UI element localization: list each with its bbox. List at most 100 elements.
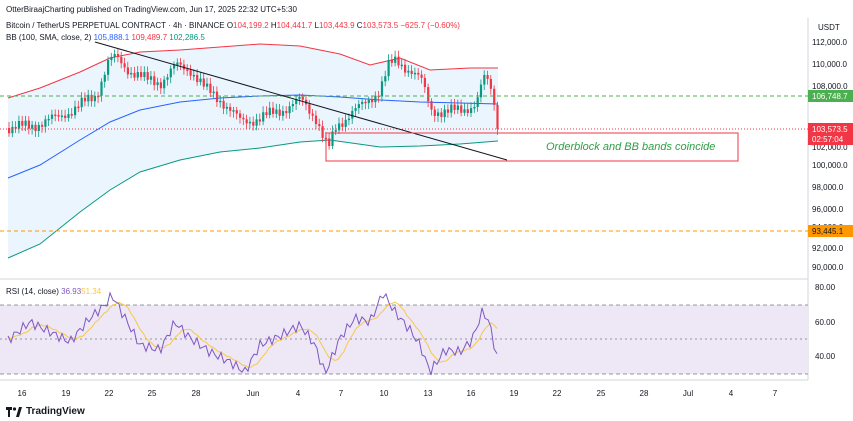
candle-body [437, 112, 440, 116]
candle-body [83, 97, 87, 102]
candle-body [427, 87, 430, 102]
time-axis[interactable]: 16 19 22 25 28 Jun 4 7 10 13 16 19 22 25 28 Jul 4 7 [18, 389, 778, 398]
price-axis-label: 92,000.0 [812, 244, 844, 253]
candle-body [149, 76, 153, 80]
candle-body [50, 114, 54, 119]
time-axis-label: 25 [148, 389, 157, 398]
candle-body [113, 54, 116, 57]
candle-body [460, 105, 463, 113]
trendline[interactable] [94, 41, 508, 161]
candle-body [479, 84, 483, 98]
time-axis-label: 4 [296, 389, 301, 398]
candle-body [476, 97, 479, 107]
candle-body [77, 106, 80, 109]
candle-body [215, 91, 219, 102]
candle-body [371, 99, 374, 103]
candle-body [209, 83, 212, 93]
candle-body [47, 118, 50, 121]
candle-body [430, 101, 433, 110]
price-axis-label: 96,000.0 [812, 205, 844, 214]
candle-body [301, 96, 304, 100]
bb-upper-value: 109,489.7 [131, 33, 168, 42]
symbol-name: Bitcoin / TetherUS PERPETUAL CONTRACT · … [6, 21, 225, 30]
candle-body [169, 68, 172, 78]
candle-body [453, 104, 456, 110]
candle-body [258, 119, 261, 122]
candle-body [103, 74, 106, 82]
candle-body [219, 100, 222, 103]
countdown-text: 02:57:04 [812, 135, 844, 144]
candle-body [308, 104, 311, 114]
candle-body [328, 138, 331, 147]
rsi-line [7, 291, 498, 376]
candle-body [248, 121, 252, 124]
candle-body [202, 78, 205, 87]
time-axis-label: Jun [247, 389, 260, 398]
candle-body [347, 118, 351, 121]
open-label: O [226, 21, 234, 30]
candle-body [123, 63, 126, 68]
candle-body [133, 72, 136, 78]
candle-body [351, 110, 354, 119]
rsi-pane[interactable] [0, 291, 808, 376]
candle-body [255, 119, 258, 126]
time-axis-label: Jul [683, 389, 693, 398]
rsi-axis[interactable]: 80.00 60.00 40.00 [815, 283, 836, 361]
change-value: −625.7 (−0.60%) [400, 21, 460, 30]
candle-body [387, 59, 390, 77]
candle-body [285, 111, 288, 114]
candle-body [179, 62, 182, 65]
orderblock-box[interactable] [325, 132, 739, 162]
candle-body [338, 123, 341, 131]
candle-body [489, 78, 492, 89]
candle-body [288, 106, 291, 114]
candle-body [265, 112, 268, 116]
candle-body [153, 76, 156, 86]
candle-body [27, 120, 30, 129]
symbol-legend[interactable]: Bitcoin / TetherUS PERPETUAL CONTRACT · … [6, 21, 460, 30]
high-value: 104,441.7 [276, 21, 313, 30]
candle-body [97, 95, 100, 98]
candle-body [110, 56, 113, 61]
candle-body [470, 108, 473, 114]
annotation-text: Orderblock and BB bands coincide [546, 141, 715, 153]
support-price-text: 93,445.1 [812, 227, 844, 236]
candle-body [212, 91, 215, 94]
time-axis-label: 22 [553, 389, 562, 398]
price-axis-label: 100,000.0 [812, 161, 848, 170]
candle-body [24, 120, 27, 126]
candle-body [341, 123, 344, 127]
candle-body [173, 64, 176, 69]
time-axis-label: 22 [105, 389, 114, 398]
candle-body [116, 54, 120, 57]
time-axis-label: 19 [510, 389, 519, 398]
candle-body [239, 113, 242, 118]
candle-body [354, 108, 357, 111]
candle-body [384, 76, 387, 82]
candle-body [466, 109, 469, 114]
candle-body [100, 81, 103, 96]
tradingview-logo[interactable]: TradingView [6, 406, 85, 417]
time-axis-label: 13 [424, 389, 433, 398]
candle-body [143, 72, 146, 78]
price-pane[interactable]: Orderblock and BB bands coincide [0, 41, 808, 259]
candle-body [70, 114, 73, 116]
candle-body [295, 98, 298, 105]
bb-legend[interactable]: BB (100, SMA, close, 2) 105,888.1 109,48… [6, 33, 205, 42]
rsi-axis-label: 60.00 [815, 318, 836, 327]
candle-body [186, 69, 189, 71]
open-value: 104,199.2 [233, 21, 269, 30]
currency-label: USDT [818, 23, 840, 32]
resistance-price-tag [808, 90, 853, 102]
candle-body [413, 72, 417, 75]
candle-body [156, 82, 159, 86]
candle-body [407, 70, 410, 73]
candle-body [80, 97, 83, 108]
price-tags: 106,748.7 103,573.5 02:57:04 93,445.1 [808, 90, 853, 237]
rsi-band-fill [0, 305, 808, 374]
candle-body [120, 56, 123, 64]
rsi-legend[interactable]: RSI (14, close) 36.9351.34 [6, 287, 101, 296]
time-axis-label: 28 [640, 389, 649, 398]
candle-body [493, 88, 496, 105]
